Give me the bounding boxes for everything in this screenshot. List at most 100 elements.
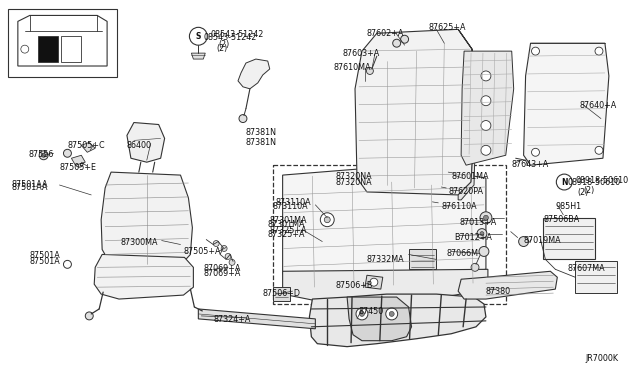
Text: 873110A: 873110A — [273, 202, 308, 211]
Circle shape — [356, 308, 368, 320]
Text: 87069+A: 87069+A — [204, 264, 241, 273]
Circle shape — [386, 308, 397, 320]
Text: 87069+A: 87069+A — [204, 269, 241, 278]
Bar — [61, 36, 81, 62]
Circle shape — [85, 312, 93, 320]
Circle shape — [532, 148, 540, 156]
Text: 87556: 87556 — [29, 150, 54, 159]
Text: 87501AA: 87501AA — [12, 183, 49, 192]
Polygon shape — [238, 59, 269, 89]
Polygon shape — [191, 53, 205, 59]
Polygon shape — [72, 155, 85, 165]
Text: 985H1: 985H1 — [556, 202, 582, 211]
Circle shape — [477, 229, 487, 238]
Circle shape — [471, 263, 479, 271]
Circle shape — [360, 311, 364, 317]
Text: 87603+A: 87603+A — [342, 49, 380, 58]
Circle shape — [324, 217, 330, 223]
Polygon shape — [198, 309, 316, 329]
Text: (2): (2) — [577, 188, 588, 197]
Text: 08543-51242: 08543-51242 — [204, 33, 257, 42]
Text: B7012+A: B7012+A — [454, 232, 492, 241]
Text: (2): (2) — [218, 40, 229, 49]
Circle shape — [39, 151, 48, 160]
Polygon shape — [461, 51, 514, 165]
Polygon shape — [283, 269, 488, 311]
Text: (2): (2) — [583, 186, 595, 195]
Text: 87301MA: 87301MA — [269, 216, 307, 225]
Circle shape — [532, 47, 540, 55]
Text: 87602+A: 87602+A — [367, 29, 404, 38]
Circle shape — [200, 310, 208, 318]
Text: 87450: 87450 — [359, 307, 384, 316]
Text: 87501A: 87501A — [29, 257, 61, 266]
Text: 87610MA: 87610MA — [333, 63, 371, 72]
Circle shape — [76, 159, 83, 167]
Polygon shape — [127, 122, 164, 162]
Text: 87506+D: 87506+D — [263, 289, 301, 298]
Polygon shape — [101, 172, 193, 267]
Text: 876110A: 876110A — [442, 202, 477, 211]
Text: 87325+A: 87325+A — [269, 226, 307, 235]
Bar — [8, 9, 117, 77]
Text: 87380: 87380 — [486, 287, 511, 296]
Circle shape — [221, 246, 227, 251]
Text: 87607MA: 87607MA — [567, 264, 605, 273]
Text: 87643+A: 87643+A — [512, 160, 549, 169]
Text: 87506BA: 87506BA — [543, 215, 580, 224]
Polygon shape — [347, 297, 412, 341]
Text: 87332MA: 87332MA — [367, 256, 404, 264]
Polygon shape — [458, 271, 557, 299]
Circle shape — [370, 278, 378, 286]
Polygon shape — [273, 287, 289, 301]
Text: 87505+A: 87505+A — [184, 247, 221, 256]
Polygon shape — [458, 29, 476, 200]
Polygon shape — [283, 165, 486, 289]
Polygon shape — [81, 142, 95, 152]
Polygon shape — [365, 275, 383, 289]
Text: 87300MA: 87300MA — [121, 238, 159, 247]
Circle shape — [480, 212, 492, 224]
Bar — [38, 36, 58, 62]
Circle shape — [189, 27, 207, 45]
Text: 87601MA: 87601MA — [451, 172, 489, 181]
Text: 873110A: 873110A — [276, 198, 311, 207]
Circle shape — [63, 149, 72, 157]
Text: 87506+B: 87506+B — [335, 281, 372, 290]
Circle shape — [239, 115, 247, 122]
Circle shape — [481, 71, 491, 81]
Polygon shape — [18, 15, 107, 66]
Text: 08543-51242: 08543-51242 — [210, 30, 264, 39]
Text: 87019MA: 87019MA — [524, 235, 561, 244]
Text: 87505+C: 87505+C — [67, 141, 105, 150]
Circle shape — [63, 260, 72, 268]
Circle shape — [595, 146, 603, 154]
Circle shape — [389, 311, 394, 317]
Bar — [575, 262, 617, 293]
Circle shape — [42, 153, 45, 157]
Circle shape — [595, 47, 603, 55]
Text: 87320NA: 87320NA — [335, 172, 372, 181]
Bar — [273, 165, 506, 304]
Text: 87325+A: 87325+A — [268, 230, 305, 238]
Text: 87501A: 87501A — [29, 251, 61, 260]
Text: 87640+A: 87640+A — [579, 101, 616, 110]
Text: 87501AA: 87501AA — [12, 180, 49, 189]
Bar — [543, 218, 595, 259]
Text: 87066M: 87066M — [446, 250, 478, 259]
Bar — [408, 250, 436, 269]
Circle shape — [481, 96, 491, 106]
Polygon shape — [524, 43, 609, 165]
Text: 08918-50610: 08918-50610 — [575, 176, 628, 185]
Circle shape — [518, 237, 529, 247]
Circle shape — [401, 35, 408, 43]
Text: 87301MA: 87301MA — [268, 220, 305, 229]
Circle shape — [21, 45, 29, 53]
Text: 87620PA: 87620PA — [448, 187, 483, 196]
Circle shape — [483, 215, 488, 220]
Text: 87381N: 87381N — [246, 128, 277, 138]
Circle shape — [213, 241, 219, 247]
Polygon shape — [355, 29, 476, 195]
Circle shape — [481, 145, 491, 155]
Circle shape — [225, 253, 231, 259]
